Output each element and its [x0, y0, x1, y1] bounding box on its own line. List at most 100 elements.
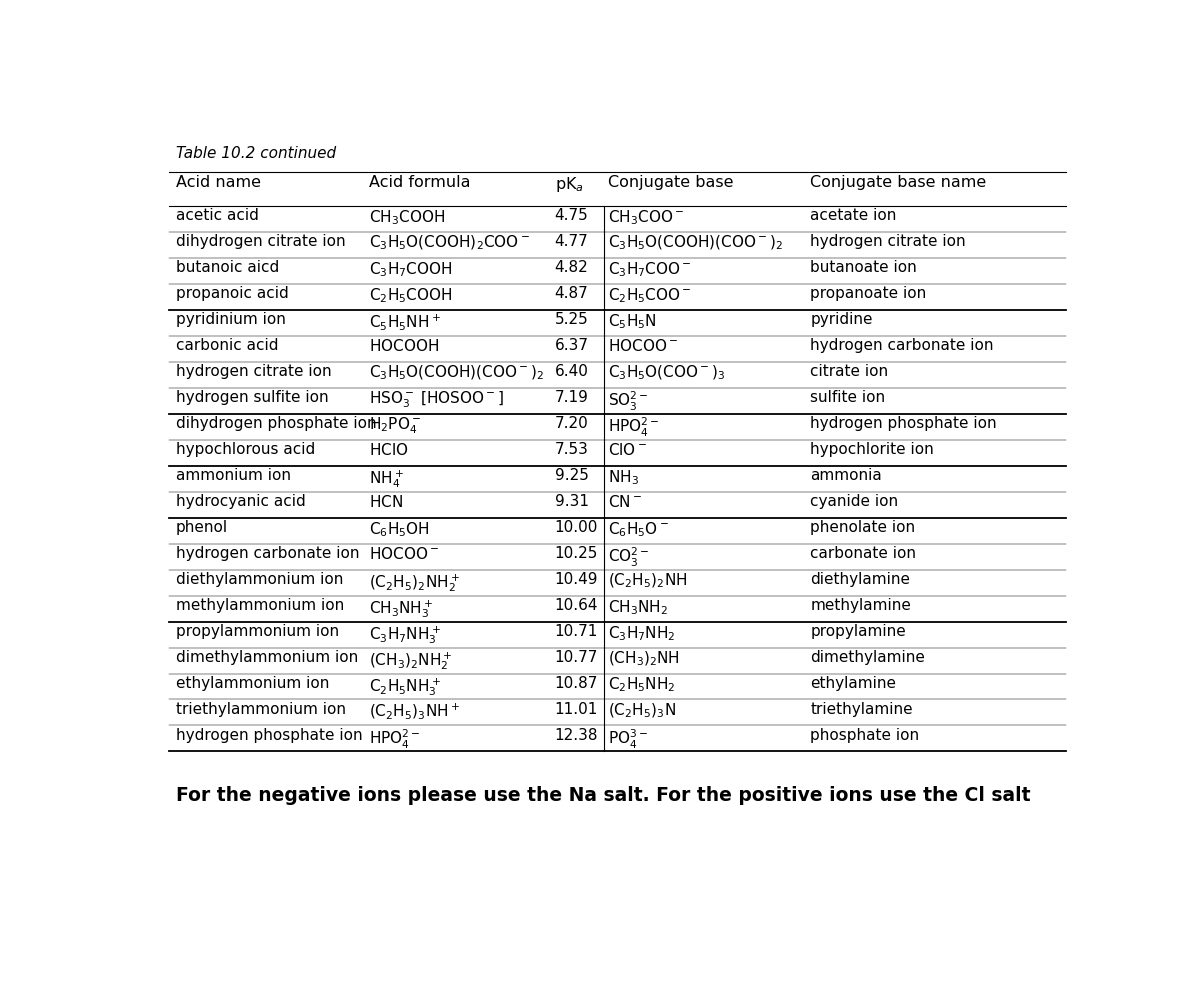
Text: $\mathrm{C_2H_5NH_3^+}$: $\mathrm{C_2H_5NH_3^+}$: [368, 676, 440, 698]
Text: $\mathrm{(C_2H_5)_2NH_2^+}$: $\mathrm{(C_2H_5)_2NH_2^+}$: [368, 572, 460, 594]
Text: ammonium ion: ammonium ion: [176, 468, 292, 483]
Text: hydrogen carbonate ion: hydrogen carbonate ion: [176, 546, 360, 561]
Text: 7.53: 7.53: [554, 442, 588, 457]
Text: 6.40: 6.40: [554, 363, 588, 379]
Text: $\mathrm{C_3H_7NH_2}$: $\mathrm{C_3H_7NH_2}$: [607, 624, 676, 642]
Text: $\mathrm{NH_4^+}$: $\mathrm{NH_4^+}$: [368, 468, 403, 490]
Text: acetate ion: acetate ion: [810, 208, 896, 222]
Text: $\mathrm{C_3H_7COO^-}$: $\mathrm{C_3H_7COO^-}$: [607, 260, 691, 279]
Text: $\mathrm{C_3H_7COOH}$: $\mathrm{C_3H_7COOH}$: [368, 260, 452, 279]
Text: $\mathrm{C_2H_5COOH}$: $\mathrm{C_2H_5COOH}$: [368, 286, 452, 305]
Text: 4.87: 4.87: [554, 286, 588, 301]
Text: pyridinium ion: pyridinium ion: [176, 312, 286, 327]
Text: $\mathrm{C_5H_5NH^+}$: $\mathrm{C_5H_5NH^+}$: [368, 312, 440, 332]
Text: hydrogen phosphate ion: hydrogen phosphate ion: [176, 728, 362, 743]
Text: 4.82: 4.82: [554, 260, 588, 275]
Text: $\mathrm{CH_3NH_2}$: $\mathrm{CH_3NH_2}$: [607, 598, 667, 617]
Text: methylammonium ion: methylammonium ion: [176, 598, 344, 613]
Text: 10.87: 10.87: [554, 676, 598, 691]
Text: $\mathrm{(CH_3)_2NH_2^+}$: $\mathrm{(CH_3)_2NH_2^+}$: [368, 649, 452, 671]
Text: 10.71: 10.71: [554, 624, 598, 638]
Text: $\mathrm{C_6H_5OH}$: $\mathrm{C_6H_5OH}$: [368, 519, 430, 538]
Text: hypochlorous acid: hypochlorous acid: [176, 442, 316, 457]
Text: phenol: phenol: [176, 519, 228, 535]
Text: propanoic acid: propanoic acid: [176, 286, 289, 301]
Text: 10.77: 10.77: [554, 649, 598, 664]
Text: 9.25: 9.25: [554, 468, 588, 483]
Text: carbonate ion: carbonate ion: [810, 546, 917, 561]
Text: hypochlorite ion: hypochlorite ion: [810, 442, 934, 457]
Text: phosphate ion: phosphate ion: [810, 728, 919, 743]
Text: butanoate ion: butanoate ion: [810, 260, 917, 275]
Text: $\mathrm{C_6H_5O^-}$: $\mathrm{C_6H_5O^-}$: [607, 519, 668, 538]
Text: phenolate ion: phenolate ion: [810, 519, 916, 535]
Text: $\mathrm{(C_2H_5)_3N}$: $\mathrm{(C_2H_5)_3N}$: [607, 702, 676, 720]
Text: hydrogen carbonate ion: hydrogen carbonate ion: [810, 338, 994, 353]
Text: Conjugate base: Conjugate base: [607, 175, 733, 190]
Text: $\mathrm{HOCOOH}$: $\mathrm{HOCOOH}$: [368, 338, 439, 354]
Text: 11.01: 11.01: [554, 702, 598, 717]
Text: $\mathrm{ClO^-}$: $\mathrm{ClO^-}$: [607, 442, 647, 458]
Text: hydrocyanic acid: hydrocyanic acid: [176, 494, 306, 508]
Text: $\mathrm{C_2H_5COO^-}$: $\mathrm{C_2H_5COO^-}$: [607, 286, 691, 305]
Text: $\mathrm{SO_3^{2-}}$: $\mathrm{SO_3^{2-}}$: [607, 390, 648, 413]
Text: $\mathrm{HOCOO^-}$: $\mathrm{HOCOO^-}$: [368, 546, 439, 562]
Text: triethylamine: triethylamine: [810, 702, 913, 717]
Text: dimethylamine: dimethylamine: [810, 649, 925, 664]
Text: $\mathrm{CH_3COOH}$: $\mathrm{CH_3COOH}$: [368, 208, 445, 226]
Text: 4.77: 4.77: [554, 234, 588, 249]
Text: $\mathrm{(CH_3)_2NH}$: $\mathrm{(CH_3)_2NH}$: [607, 649, 679, 668]
Text: Table 10.2 continued: Table 10.2 continued: [176, 146, 336, 161]
Text: methylamine: methylamine: [810, 598, 911, 613]
Text: $\mathrm{HPO_4^{2-}}$: $\mathrm{HPO_4^{2-}}$: [368, 728, 420, 751]
Text: acetic acid: acetic acid: [176, 208, 259, 222]
Text: cyanide ion: cyanide ion: [810, 494, 899, 508]
Text: propanoate ion: propanoate ion: [810, 286, 926, 301]
Text: 10.00: 10.00: [554, 519, 598, 535]
Text: ammonia: ammonia: [810, 468, 882, 483]
Text: $\mathrm{PO_4^{3-}}$: $\mathrm{PO_4^{3-}}$: [607, 728, 648, 751]
Text: For the negative ions please use the Na salt. For the positive ions use the Cl s: For the negative ions please use the Na …: [176, 785, 1031, 805]
Text: $\mathrm{CH_3COO^-}$: $\mathrm{CH_3COO^-}$: [607, 208, 684, 226]
Text: carbonic acid: carbonic acid: [176, 338, 278, 353]
Text: $\mathrm{HPO_4^{2-}}$: $\mathrm{HPO_4^{2-}}$: [607, 416, 659, 439]
Text: dimethylammonium ion: dimethylammonium ion: [176, 649, 359, 664]
Text: $\mathrm{NH_3}$: $\mathrm{NH_3}$: [607, 468, 638, 487]
Text: 12.38: 12.38: [554, 728, 598, 743]
Text: 6.37: 6.37: [554, 338, 588, 353]
Text: 7.20: 7.20: [554, 416, 588, 431]
Text: $\mathrm{C_3H_5O(COOH)(COO^-)_2}$: $\mathrm{C_3H_5O(COOH)(COO^-)_2}$: [607, 234, 782, 252]
Text: $\mathrm{C_3H_7NH_3^+}$: $\mathrm{C_3H_7NH_3^+}$: [368, 624, 440, 645]
Text: diethylamine: diethylamine: [810, 572, 911, 587]
Text: hydrogen citrate ion: hydrogen citrate ion: [810, 234, 966, 249]
Text: sulfite ion: sulfite ion: [810, 390, 886, 405]
Text: $\mathrm{C_3H_5O(COOH)_2COO^-}$: $\mathrm{C_3H_5O(COOH)_2COO^-}$: [368, 234, 529, 252]
Text: pK$_a$: pK$_a$: [554, 175, 583, 194]
Text: hydrogen sulfite ion: hydrogen sulfite ion: [176, 390, 329, 405]
Text: pyridine: pyridine: [810, 312, 872, 327]
Text: 5.25: 5.25: [554, 312, 588, 327]
Text: ethylammonium ion: ethylammonium ion: [176, 676, 330, 691]
Text: hydrogen citrate ion: hydrogen citrate ion: [176, 363, 331, 379]
Text: $\mathrm{HClO}$: $\mathrm{HClO}$: [368, 442, 408, 458]
Text: 10.49: 10.49: [554, 572, 598, 587]
Text: 10.25: 10.25: [554, 546, 598, 561]
Text: 9.31: 9.31: [554, 494, 588, 508]
Text: diethylammonium ion: diethylammonium ion: [176, 572, 343, 587]
Text: $\mathrm{(C_2H_5)_3NH^+}$: $\mathrm{(C_2H_5)_3NH^+}$: [368, 702, 460, 722]
Text: propylamine: propylamine: [810, 624, 906, 638]
Text: ethylamine: ethylamine: [810, 676, 896, 691]
Text: $\mathrm{C_3H_5O(COO^-)_3}$: $\mathrm{C_3H_5O(COO^-)_3}$: [607, 363, 725, 382]
Text: 10.64: 10.64: [554, 598, 598, 613]
Text: Acid name: Acid name: [176, 175, 262, 190]
Text: triethylammonium ion: triethylammonium ion: [176, 702, 346, 717]
Text: butanoic aicd: butanoic aicd: [176, 260, 280, 275]
Text: $\mathrm{C_5H_5N}$: $\mathrm{C_5H_5N}$: [607, 312, 656, 331]
Text: $\mathrm{HSO_3^- \ [HOSOO^-]}$: $\mathrm{HSO_3^- \ [HOSOO^-]}$: [368, 390, 503, 410]
Text: Acid formula: Acid formula: [368, 175, 470, 190]
Text: $\mathrm{C_2H_5NH_2}$: $\mathrm{C_2H_5NH_2}$: [607, 676, 676, 694]
Text: Conjugate base name: Conjugate base name: [810, 175, 986, 190]
Text: dihydrogen citrate ion: dihydrogen citrate ion: [176, 234, 346, 249]
Text: dihydrogen phosphate ion: dihydrogen phosphate ion: [176, 416, 377, 431]
Text: citrate ion: citrate ion: [810, 363, 888, 379]
